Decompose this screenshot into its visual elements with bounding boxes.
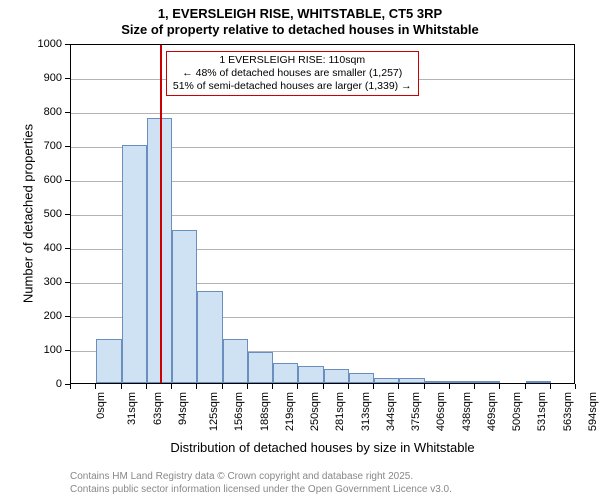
x-tick-label: 531sqm	[536, 392, 548, 431]
x-tick-label: 156sqm	[233, 392, 245, 431]
histogram-bar	[450, 381, 475, 383]
y-tick-label: 1000	[22, 38, 62, 50]
histogram-bar	[96, 339, 121, 383]
footer-line1: Contains HM Land Registry data © Crown c…	[70, 471, 452, 484]
y-tick-label: 0	[22, 378, 62, 390]
x-tick-mark	[373, 384, 374, 389]
x-tick-label: 344sqm	[385, 392, 397, 431]
plot-area: 1 EVERSLEIGH RISE: 110sqm← 48% of detach…	[70, 44, 575, 384]
x-tick-mark	[424, 384, 425, 389]
x-tick-label: 375sqm	[410, 392, 422, 431]
x-tick-label: 281sqm	[334, 392, 346, 431]
y-tick-mark	[65, 282, 70, 283]
gridline-h	[71, 113, 574, 114]
histogram-bar	[349, 373, 374, 383]
x-tick-label: 63sqm	[152, 392, 164, 425]
x-tick-mark	[348, 384, 349, 389]
histogram-bar	[122, 145, 147, 383]
histogram-bar	[172, 230, 197, 383]
histogram-bar	[197, 291, 222, 383]
x-tick-label: 219sqm	[284, 392, 296, 431]
y-tick-mark	[65, 180, 70, 181]
x-tick-mark	[146, 384, 147, 389]
x-tick-label: 594sqm	[587, 392, 599, 431]
histogram-bar	[273, 363, 298, 383]
x-tick-mark	[525, 384, 526, 389]
x-tick-label: 469sqm	[486, 392, 498, 431]
x-tick-mark	[70, 384, 71, 389]
x-tick-mark	[575, 384, 576, 389]
chart-title-line2: Size of property relative to detached ho…	[0, 22, 600, 37]
y-tick-mark	[65, 78, 70, 79]
x-tick-label: 250sqm	[309, 392, 321, 431]
y-axis-title: Number of detached properties	[21, 104, 36, 324]
x-tick-label: 438sqm	[461, 392, 473, 431]
x-tick-mark	[196, 384, 197, 389]
x-tick-mark	[121, 384, 122, 389]
x-tick-mark	[474, 384, 475, 389]
y-tick-label: 100	[22, 344, 62, 356]
histogram-bar	[399, 378, 424, 383]
y-tick-mark	[65, 112, 70, 113]
chart-title-line1: 1, EVERSLEIGH RISE, WHITSTABLE, CT5 3RP	[0, 6, 600, 21]
x-tick-label: 313sqm	[360, 392, 372, 431]
histogram-bar	[298, 366, 323, 383]
x-tick-mark	[272, 384, 273, 389]
x-tick-mark	[449, 384, 450, 389]
annotation-line: 1 EVERSLEIGH RISE: 110sqm	[173, 54, 412, 67]
histogram-bar	[475, 381, 500, 383]
footer-line2: Contains public sector information licen…	[70, 484, 452, 497]
x-tick-label: 0sqm	[95, 392, 107, 419]
x-tick-mark	[222, 384, 223, 389]
x-tick-label: 125sqm	[208, 392, 220, 431]
y-tick-mark	[65, 214, 70, 215]
x-tick-mark	[171, 384, 172, 389]
x-tick-mark	[95, 384, 96, 389]
reference-line	[160, 45, 162, 383]
x-tick-label: 406sqm	[435, 392, 447, 431]
y-tick-mark	[65, 248, 70, 249]
x-tick-mark	[550, 384, 551, 389]
histogram-bar	[324, 369, 349, 383]
y-tick-mark	[65, 350, 70, 351]
y-tick-label: 900	[22, 72, 62, 84]
histogram-bar	[425, 381, 450, 383]
histogram-bar	[248, 352, 273, 383]
x-tick-label: 31sqm	[126, 392, 138, 425]
x-tick-label: 188sqm	[259, 392, 271, 431]
y-tick-mark	[65, 316, 70, 317]
x-axis-title: Distribution of detached houses by size …	[70, 440, 575, 455]
x-tick-label: 94sqm	[177, 392, 189, 425]
histogram-bar	[374, 378, 399, 383]
x-tick-label: 500sqm	[511, 392, 523, 431]
x-tick-mark	[398, 384, 399, 389]
footer-attribution: Contains HM Land Registry data © Crown c…	[70, 471, 452, 496]
histogram-bar	[223, 339, 248, 383]
y-tick-mark	[65, 44, 70, 45]
x-tick-label: 563sqm	[562, 392, 574, 431]
x-tick-mark	[297, 384, 298, 389]
annotation-line: 51% of semi-detached houses are larger (…	[173, 80, 412, 93]
annotation-line: ← 48% of detached houses are smaller (1,…	[173, 67, 412, 80]
annotation-box: 1 EVERSLEIGH RISE: 110sqm← 48% of detach…	[166, 51, 419, 96]
y-tick-mark	[65, 146, 70, 147]
chart-title-block: 1, EVERSLEIGH RISE, WHITSTABLE, CT5 3RP …	[0, 0, 600, 37]
x-tick-mark	[247, 384, 248, 389]
x-tick-mark	[323, 384, 324, 389]
x-tick-mark	[499, 384, 500, 389]
histogram-bar	[526, 381, 551, 383]
